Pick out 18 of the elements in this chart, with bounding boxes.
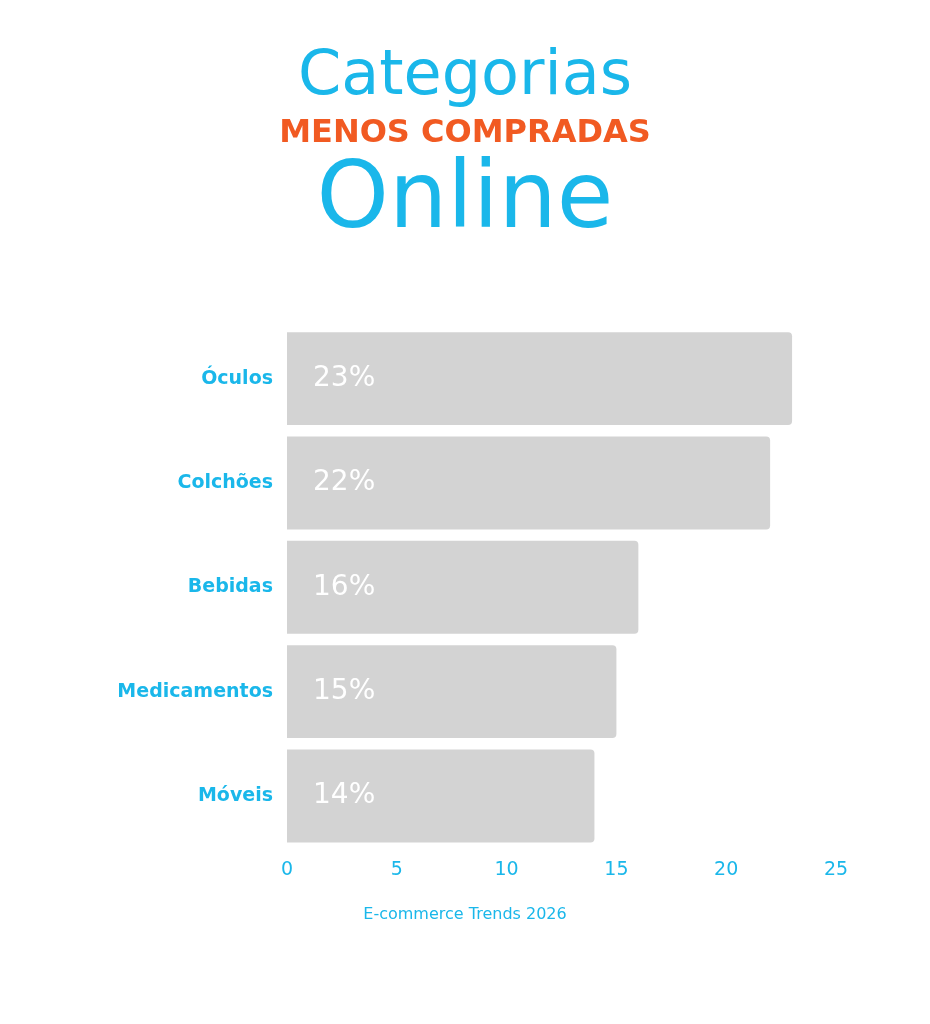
y-tick-label: Móveis xyxy=(197,782,273,805)
x-tick-label: 20 xyxy=(714,856,739,879)
x-tick-label: 5 xyxy=(390,856,403,879)
bar xyxy=(287,540,639,634)
bar xyxy=(287,749,595,843)
text: E-commerce Trends 2026 xyxy=(362,904,568,923)
y-tick-label: Bebidas xyxy=(187,574,273,597)
y-tick-label: Medicamentos xyxy=(117,678,273,701)
x-tick-label: 25 xyxy=(823,856,849,879)
bar xyxy=(287,645,617,739)
x-tick-label: 10 xyxy=(494,856,519,879)
bar xyxy=(287,332,793,426)
y-tick-label: Colchões xyxy=(177,469,273,492)
y-tick-label: Óculos xyxy=(201,364,273,388)
x-tick-label: 0 xyxy=(280,856,294,879)
bar xyxy=(287,436,771,530)
chart-title: Categorias xyxy=(296,36,633,109)
x-tick-label: 15 xyxy=(604,856,629,879)
